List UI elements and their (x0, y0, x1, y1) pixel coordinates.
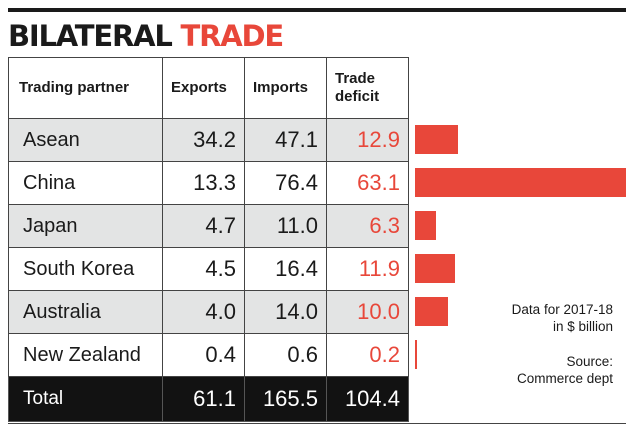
deficit-cell: 63.1 (326, 161, 409, 205)
imports-cell: 11.0 (244, 204, 327, 248)
data-note: Data for 2017-18 in $ billion (470, 301, 613, 335)
partner-cell: China (8, 161, 163, 205)
deficit-bar (415, 124, 459, 154)
header-deficit-line2: deficit (335, 88, 380, 105)
partner-cell: Australia (8, 290, 163, 334)
deficit-bar (415, 253, 455, 283)
data-note-line2: in $ billion (552, 319, 613, 334)
exports-cell: 34.2 (162, 118, 245, 162)
header-imports: Imports (244, 57, 327, 119)
header-partner: Trading partner (8, 57, 163, 119)
title-part1: BILATERAL (8, 19, 173, 53)
table-row: China 13.3 76.4 63.1 (8, 161, 409, 205)
total-imports: 165.5 (244, 376, 327, 422)
source-note: Source: Commerce dept (470, 353, 613, 387)
data-note-line1: Data for 2017-18 (511, 302, 613, 317)
header-row: Trading partner Exports Imports Trade def… (8, 57, 409, 119)
total-exports: 61.1 (162, 376, 245, 422)
table-row: New Zealand 0.4 0.6 0.2 (8, 333, 409, 377)
chart-title: BILATERAL TRADE (8, 19, 285, 53)
exports-cell: 4.0 (162, 290, 245, 334)
deficit-bar (415, 210, 437, 240)
partner-cell: Japan (8, 204, 163, 248)
deficit-cell: 0.2 (326, 333, 409, 377)
deficit-bar (415, 167, 626, 197)
imports-cell: 47.1 (244, 118, 327, 162)
bottom-rule (8, 423, 626, 424)
source-note-line1: Source: (566, 354, 613, 369)
partner-cell: South Korea (8, 247, 163, 291)
table-row: Asean 34.2 47.1 12.9 (8, 118, 409, 162)
top-rule (8, 8, 626, 12)
header-deficit: Trade deficit (326, 57, 409, 119)
imports-cell: 16.4 (244, 247, 327, 291)
imports-cell: 0.6 (244, 333, 327, 377)
deficit-bar (415, 296, 449, 326)
imports-cell: 14.0 (244, 290, 327, 334)
source-note-line2: Commerce dept (516, 371, 613, 386)
deficit-cell: 11.9 (326, 247, 409, 291)
exports-cell: 4.7 (162, 204, 245, 248)
table-row: South Korea 4.5 16.4 11.9 (8, 247, 409, 291)
total-label: Total (8, 376, 163, 422)
deficit-cell: 6.3 (326, 204, 409, 248)
deficit-bar (415, 339, 417, 369)
total-row: Total 61.1 165.5 104.4 (8, 376, 409, 422)
exports-cell: 4.5 (162, 247, 245, 291)
table-row: Japan 4.7 11.0 6.3 (8, 204, 409, 248)
exports-cell: 0.4 (162, 333, 245, 377)
exports-cell: 13.3 (162, 161, 245, 205)
title-part2: TRADE (180, 19, 285, 53)
deficit-cell: 10.0 (326, 290, 409, 334)
deficit-cell: 12.9 (326, 118, 409, 162)
table-row: Australia 4.0 14.0 10.0 (8, 290, 409, 334)
imports-cell: 76.4 (244, 161, 327, 205)
header-deficit-line1: Trade (335, 70, 376, 87)
partner-cell: New Zealand (8, 333, 163, 377)
partner-cell: Asean (8, 118, 163, 162)
header-exports: Exports (162, 57, 245, 119)
total-deficit: 104.4 (326, 376, 409, 422)
trade-table: Trading partner Exports Imports Trade def… (8, 57, 409, 422)
